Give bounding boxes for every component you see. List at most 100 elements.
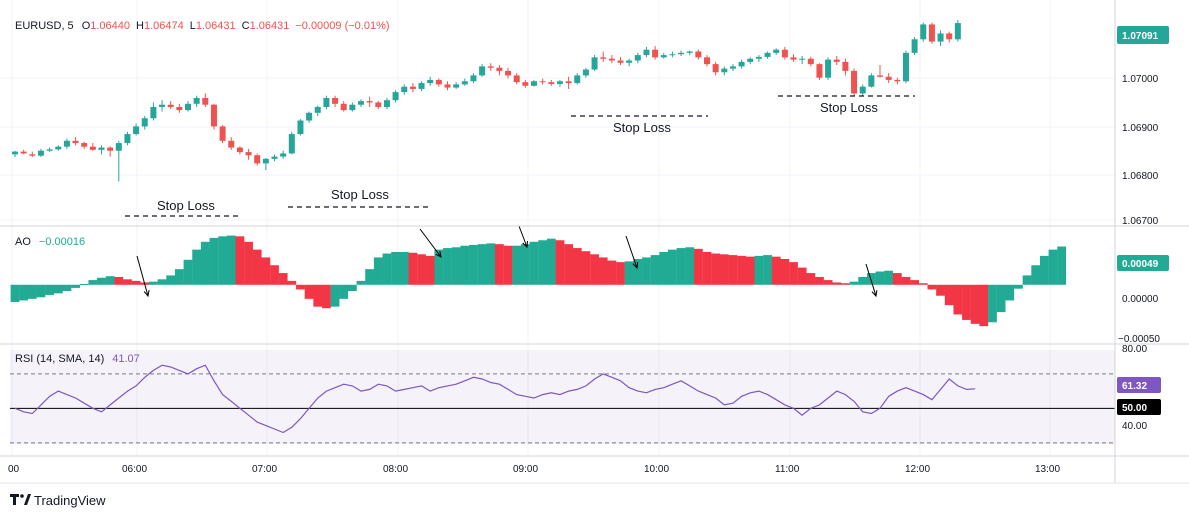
signal-arrow-head-2 [522, 240, 528, 249]
ao-bar [503, 245, 513, 285]
ao-bar [131, 280, 141, 285]
ao-bar [62, 284, 72, 292]
ao-bar [365, 269, 375, 285]
candle-body [496, 67, 503, 71]
ao-bar [728, 255, 738, 285]
ao-bar [953, 284, 963, 315]
candle-body [271, 156, 278, 159]
ao-bar [763, 255, 772, 285]
ao-bar [988, 284, 997, 323]
ao-bar [495, 244, 504, 285]
ao-bar [261, 257, 271, 285]
price-current-badge [1117, 26, 1169, 44]
ao-bar [797, 267, 807, 285]
ao-tick-zero: 0.00000 [1122, 294, 1159, 305]
candle-body [392, 92, 399, 101]
ao-bar [624, 261, 634, 285]
candle-body [314, 106, 321, 113]
ao-bar [97, 277, 106, 285]
ao-bar [79, 284, 89, 285]
ao-bar [555, 240, 565, 285]
ao-bar [157, 279, 167, 285]
ao-bar [382, 253, 392, 285]
candle-body [89, 146, 96, 150]
ao-bar [477, 244, 487, 285]
candle-body [790, 57, 797, 60]
candle-body [141, 118, 148, 127]
time-label-3: 08:00 [383, 464, 408, 475]
ao-bar [149, 281, 158, 285]
candle-body [799, 58, 806, 60]
candle-body [262, 158, 269, 164]
candle-body [842, 61, 849, 71]
signal-arrow-shaft-3 [625, 235, 638, 269]
legend-symbol[interactable]: EURUSD, 5 O1.06440 H1.06474 L1.06431 C1.0643… [15, 20, 390, 32]
ao-bar [166, 275, 176, 285]
signal-arrow-shaft-1 [419, 228, 442, 258]
ao-legend[interactable]: AO −0.00016 [15, 236, 85, 248]
candle-body [236, 147, 243, 153]
ao-bar [10, 284, 20, 302]
candle-body [565, 81, 572, 84]
tradingview-logo[interactable]: TradingView [10, 493, 106, 508]
ao-bar [685, 247, 695, 285]
candle-body [470, 75, 477, 82]
ao-bar [417, 254, 426, 285]
price-tick-4: 1.06700 [1122, 216, 1159, 227]
ao-bar [88, 280, 98, 285]
rsi-tick-40: 40.00 [1122, 421, 1147, 432]
ao-bar [745, 256, 755, 285]
stop-loss-lines [125, 95, 915, 217]
candles-group [12, 19, 961, 182]
ao-bar [771, 256, 781, 285]
candle-body [159, 104, 166, 107]
ao-bar [443, 248, 452, 285]
ao-bar [581, 251, 591, 285]
ao-bar [408, 252, 418, 285]
ao-bar [711, 253, 721, 285]
rsi-group [10, 364, 1115, 444]
ao-bar [918, 283, 928, 285]
ao-bar [642, 257, 651, 285]
ao-bar [564, 244, 573, 285]
candle-body [427, 79, 434, 84]
tradingview-logo-slash [24, 494, 31, 505]
ao-bar [252, 249, 262, 285]
time-label-1: 06:00 [122, 464, 147, 475]
ao-bar [936, 284, 945, 296]
candle-body [712, 64, 719, 73]
ao-bar [391, 251, 400, 285]
candle-body [902, 52, 909, 82]
signal-arrow-shaft-4 [865, 263, 877, 297]
candle-body [747, 58, 754, 62]
candle-body [29, 154, 36, 156]
candle-body [825, 59, 832, 78]
candle-body [660, 55, 667, 58]
ao-bar [451, 247, 461, 285]
candle-body [193, 97, 200, 104]
ao-current-label: 0.00049 [1122, 259, 1159, 270]
candle-body [738, 61, 745, 67]
stop-loss-label-2: Stop Loss [331, 187, 389, 202]
candle-body [332, 97, 339, 104]
ao-bar [538, 240, 548, 285]
candle-body [383, 100, 390, 107]
ao-bar [270, 265, 279, 285]
candle-body [150, 106, 157, 119]
candle-body [928, 24, 935, 42]
signal-arrows [136, 225, 878, 298]
candle-body [626, 60, 633, 63]
ao-bar [1005, 284, 1015, 301]
candle-body [81, 143, 88, 147]
rsi-legend[interactable]: RSI (14, SMA, 14) 41.07 [15, 353, 140, 365]
candle-body [600, 57, 607, 59]
signal-arrow-head-3 [632, 261, 639, 270]
ao-bar [45, 284, 54, 295]
grid-lines [0, 0, 1115, 456]
candle-body [453, 84, 460, 88]
time-label-6: 11:00 [775, 464, 800, 475]
ao-bar [572, 248, 582, 285]
candle-body [522, 82, 529, 86]
candle-body [781, 49, 788, 58]
